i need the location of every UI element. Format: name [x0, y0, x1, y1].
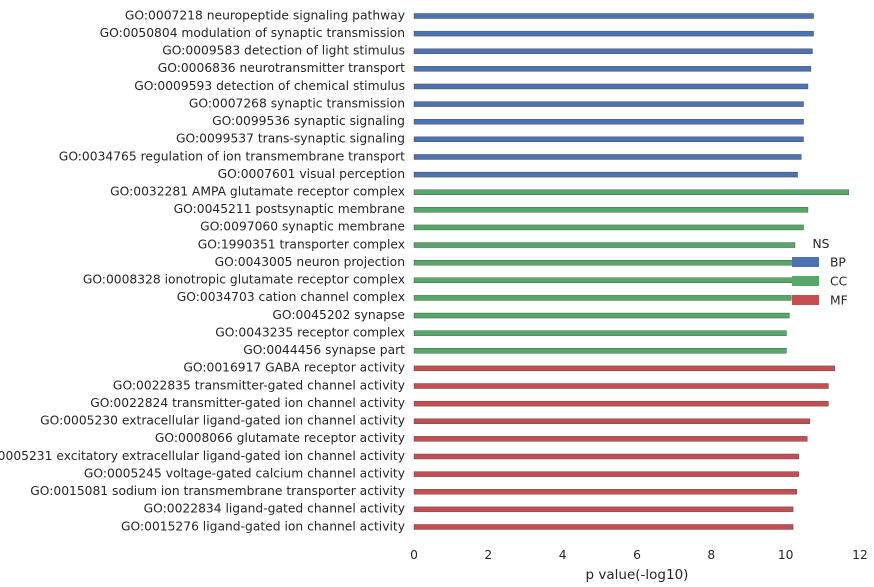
category-label: GO:0034703 cation channel complex [177, 290, 405, 304]
category-label: GO:0015276 ligand-gated ion channel acti… [121, 519, 405, 533]
bar-mf [413, 400, 829, 407]
category-label: GO:0005231 excitatory extracellular liga… [0, 449, 405, 463]
bar-cc [413, 189, 850, 195]
bar-bp [413, 101, 804, 107]
x-tick-label: 10 [778, 548, 794, 562]
category-label: GO:0043005 neuron projection [215, 255, 405, 269]
x-tick-label: 4 [559, 548, 567, 562]
x-axis-ticks: 0 2 4 6 8 10 12 [410, 548, 868, 562]
bar-mf [413, 524, 794, 530]
x-tick-label: 12 [852, 548, 868, 562]
category-label: GO:0045211 postsynaptic membrane [174, 202, 405, 216]
bar-bp [413, 66, 812, 72]
bar-bp [413, 13, 814, 19]
x-tick-label: 8 [707, 548, 715, 562]
bar-bp [413, 30, 814, 37]
category-label: GO:0032281 AMPA glutamate receptor compl… [110, 185, 405, 199]
x-tick-label: 0 [410, 548, 418, 562]
bars-layer [413, 13, 850, 530]
legend-label-cc: CC [830, 275, 847, 289]
bar-cc [413, 207, 809, 213]
category-label: GO:0015081 sodium ion transmembrane tran… [30, 484, 405, 498]
legend-label-mf: MF [830, 294, 848, 308]
bar-bp [413, 48, 813, 54]
bar-mf [413, 489, 798, 495]
bar-bp [413, 154, 802, 160]
category-label: GO:0045202 synapse [272, 308, 405, 322]
bar-cc [413, 242, 796, 248]
category-label: GO:1990351 transporter complex [198, 237, 405, 251]
bar-bp [413, 83, 809, 90]
bar-mf [413, 418, 811, 424]
category-label: GO:0022824 transmitter-gated ion channel… [90, 396, 405, 410]
category-label: GO:0034765 regulation of ion transmembra… [59, 149, 405, 163]
bar-mf [413, 471, 799, 477]
bar-bp [413, 119, 804, 125]
category-label: GO:0009583 detection of light stimulus [162, 44, 405, 58]
legend-swatch-mf [792, 295, 819, 305]
category-label: GO:0016917 GABA receptor activity [183, 361, 405, 375]
category-labels: GO:0007218 neuropeptide signaling pathwa… [0, 8, 405, 533]
category-label: GO:0009593 detection of chemical stimulu… [134, 79, 405, 93]
x-axis-title: p value(-log10) [586, 567, 689, 583]
legend-title: NS [812, 237, 829, 251]
bar-cc [413, 259, 794, 266]
category-label: GO:0005230 extracellular ligand-gated io… [40, 414, 405, 428]
bar-cc [413, 295, 792, 301]
category-label: GO:0043235 receptor complex [215, 325, 405, 339]
category-label: GO:0097060 synaptic membrane [200, 220, 405, 234]
category-label: GO:0022834 ligand-gated channel activity [144, 502, 405, 516]
x-tick-label: 2 [484, 548, 492, 562]
bar-cc [413, 312, 790, 319]
legend-swatch-cc [792, 276, 819, 286]
category-label: GO:0005245 voltage-gated calcium channel… [84, 466, 405, 480]
bar-cc [413, 330, 787, 336]
category-label: GO:0099536 synaptic signaling [212, 114, 405, 128]
category-label: GO:0008066 glutamate receptor activity [155, 431, 405, 445]
bar-bp [413, 136, 804, 143]
bar-cc [413, 224, 804, 231]
legend-swatch-bp [792, 257, 819, 267]
bar-bp [413, 171, 798, 178]
bar-mf [413, 383, 829, 389]
category-label: GO:0008328 ionotropic glutamate receptor… [83, 273, 405, 287]
category-label: GO:0007218 neuropeptide signaling pathwa… [125, 8, 405, 22]
x-tick-label: 6 [633, 548, 641, 562]
category-label: GO:0007601 visual perception [218, 167, 405, 181]
category-label: GO:0007268 synaptic transmission [189, 96, 405, 110]
category-label: GO:0044456 synapse part [243, 343, 405, 357]
bar-mf [413, 506, 794, 513]
legend-label-bp: BP [830, 256, 846, 270]
category-label: GO:0099537 trans-synaptic signaling [176, 132, 405, 146]
bar-cc [413, 348, 787, 354]
category-label: GO:0022835 transmitter-gated channel act… [113, 378, 405, 392]
bar-cc [413, 277, 793, 283]
bar-mf [413, 436, 808, 442]
category-label: GO:0050804 modulation of synaptic transm… [100, 26, 405, 40]
bar-mf [413, 453, 799, 460]
bar-mf [413, 365, 835, 372]
category-label: GO:0006836 neurotransmitter transport [158, 61, 405, 75]
